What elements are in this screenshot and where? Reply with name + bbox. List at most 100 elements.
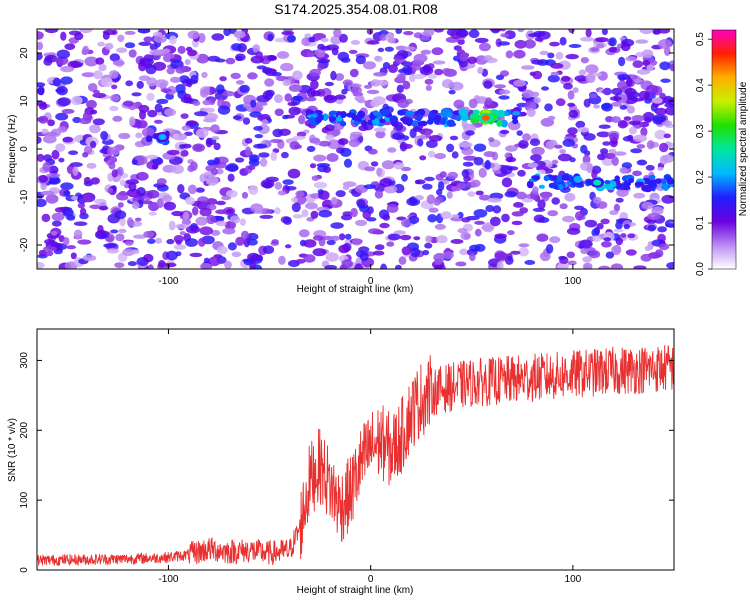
spectrogram-noise-blob	[547, 74, 560, 83]
spectrogram-noise-blob	[69, 162, 83, 168]
spectrogram-noise-blob	[632, 60, 644, 68]
spectrogram-noise-blob	[423, 29, 435, 37]
spectrogram-noise-blob	[38, 102, 48, 110]
spectrogram-noise-blob	[199, 173, 208, 183]
spectrogram-noise-blob	[427, 73, 438, 79]
spectrogram-noise-blob	[531, 59, 544, 65]
spectrogram-noise-blob	[190, 74, 199, 84]
spectrogram-noise-blob	[339, 33, 348, 43]
spectrogram-noise-blob	[384, 46, 394, 52]
spectrogram-noise-blob	[424, 176, 435, 182]
spectrogram-noise-blob	[51, 230, 58, 236]
spectrogram-noise-blob	[387, 233, 401, 241]
spectrogram-noise-blob	[58, 157, 65, 163]
spectrogram-noise-blob	[210, 229, 221, 236]
spectrogram-noise-blob	[318, 209, 333, 218]
spectrogram-noise-blob	[43, 246, 57, 252]
spectrogram-noise-blob	[189, 252, 203, 258]
spectrogram-noise-blob	[373, 72, 387, 77]
spectrogram-noise-blob	[267, 55, 277, 61]
spectrogram-noise-blob	[101, 77, 113, 88]
spectrogram-noise-blob	[350, 207, 358, 218]
spectrogram-noise-blob	[379, 222, 390, 229]
spectrogram-noise-blob	[556, 263, 569, 269]
spectrogram-noise-blob	[465, 130, 475, 136]
spectrogram-noise-blob	[415, 179, 426, 185]
spectrogram-noise-blob	[288, 106, 301, 116]
spectrogram-noise-blob	[277, 190, 287, 196]
spectrogram-noise-blob	[625, 56, 637, 62]
spectrogram-noise-blob	[428, 207, 439, 213]
spectrogram-feature-blob	[439, 117, 446, 125]
spectrogram-noise-blob	[348, 49, 358, 55]
spectrogram-noise-blob	[324, 81, 334, 87]
spectrogram-noise-blob	[574, 205, 585, 210]
spectrogram-noise-blob	[507, 230, 515, 236]
spectrogram-noise-blob	[400, 166, 412, 172]
spectrogram-noise-blob	[37, 136, 42, 144]
spectrogram-noise-blob	[652, 114, 667, 123]
spectrogram-noise-blob	[417, 138, 424, 147]
spectrogram-noise-blob	[42, 162, 51, 172]
spectrogram-noise-blob	[116, 47, 128, 53]
spectrogram-feature-blob	[526, 180, 534, 189]
spectrogram-noise-blob	[567, 102, 575, 107]
spectrogram-noise-blob	[450, 239, 464, 244]
spectrogram-noise-blob	[270, 139, 282, 143]
spectrogram-noise-blob	[162, 194, 173, 202]
spectrogram-noise-blob	[38, 175, 48, 183]
spectrogram-noise-blob	[601, 89, 614, 94]
spectrogram-noise-blob	[68, 150, 79, 155]
spectrogram-noise-blob	[37, 87, 45, 95]
spectrogram-noise-blob	[399, 234, 412, 241]
spectrogram-noise-blob	[338, 244, 350, 254]
spectrogram-noise-blob	[397, 99, 410, 109]
spectrogram-noise-blob	[339, 233, 346, 241]
spectrogram-noise-blob	[436, 188, 443, 196]
spectrogram-noise-blob	[478, 167, 487, 178]
spectrogram-noise-blob	[600, 148, 609, 155]
spectrogram-noise-blob	[492, 205, 502, 214]
spectrogram-noise-blob	[513, 49, 526, 59]
spectrogram-noise-blob	[633, 265, 647, 269]
spectrogram-noise-blob	[97, 225, 104, 234]
spectrogram-noise-blob	[175, 223, 190, 229]
spectrogram-noise-blob	[533, 97, 541, 104]
spectrogram-noise-blob	[590, 47, 599, 52]
spectrogram-noise-blob	[419, 155, 427, 161]
spectrogram-noise-blob	[156, 178, 167, 185]
spectrogram-noise-blob	[499, 29, 506, 32]
spectrogram-noise-blob	[640, 253, 652, 262]
spectrogram-noise-blob	[225, 165, 239, 172]
y-tick-label: 0	[19, 146, 30, 152]
spectrogram-noise-blob	[180, 149, 189, 157]
spectrogram-noise-blob	[162, 48, 171, 54]
spectrogram-noise-blob	[244, 146, 252, 157]
spectrogram-noise-blob	[60, 76, 73, 85]
spectrogram-noise-blob	[82, 152, 89, 158]
spectrogram-noise-blob	[276, 51, 290, 59]
spectrogram-noise-blob	[550, 71, 560, 76]
spectrogram-noise-blob	[534, 36, 544, 42]
spectrogram-noise-blob	[303, 239, 317, 248]
spectrogram-noise-blob	[173, 244, 187, 250]
spectrogram-noise-blob	[216, 246, 228, 254]
spectrogram-noise-blob	[457, 228, 468, 234]
spectrogram-noise-blob	[70, 60, 82, 68]
spectrogram-noise-blob	[617, 93, 628, 104]
spectrogram-noise-blob	[117, 34, 125, 42]
spectrogram-noise-blob	[664, 46, 671, 57]
spectrogram-noise-blob	[623, 116, 632, 121]
spectrogram-noise-blob	[127, 217, 134, 227]
colorbar-gradient	[711, 29, 737, 270]
spectrogram-noise-blob	[625, 249, 637, 256]
spectrogram-noise-blob	[395, 29, 402, 34]
spectrogram-noise-blob	[226, 208, 234, 214]
spectrogram-noise-blob	[211, 33, 225, 41]
spectrogram-noise-blob	[103, 243, 117, 249]
spectrogram-noise-blob	[309, 68, 321, 77]
spectrogram-noise-blob	[497, 41, 511, 46]
spectrogram-noise-blob	[200, 89, 209, 98]
spectrogram-noise-blob	[147, 109, 158, 118]
spectrogram-noise-blob	[531, 146, 545, 156]
